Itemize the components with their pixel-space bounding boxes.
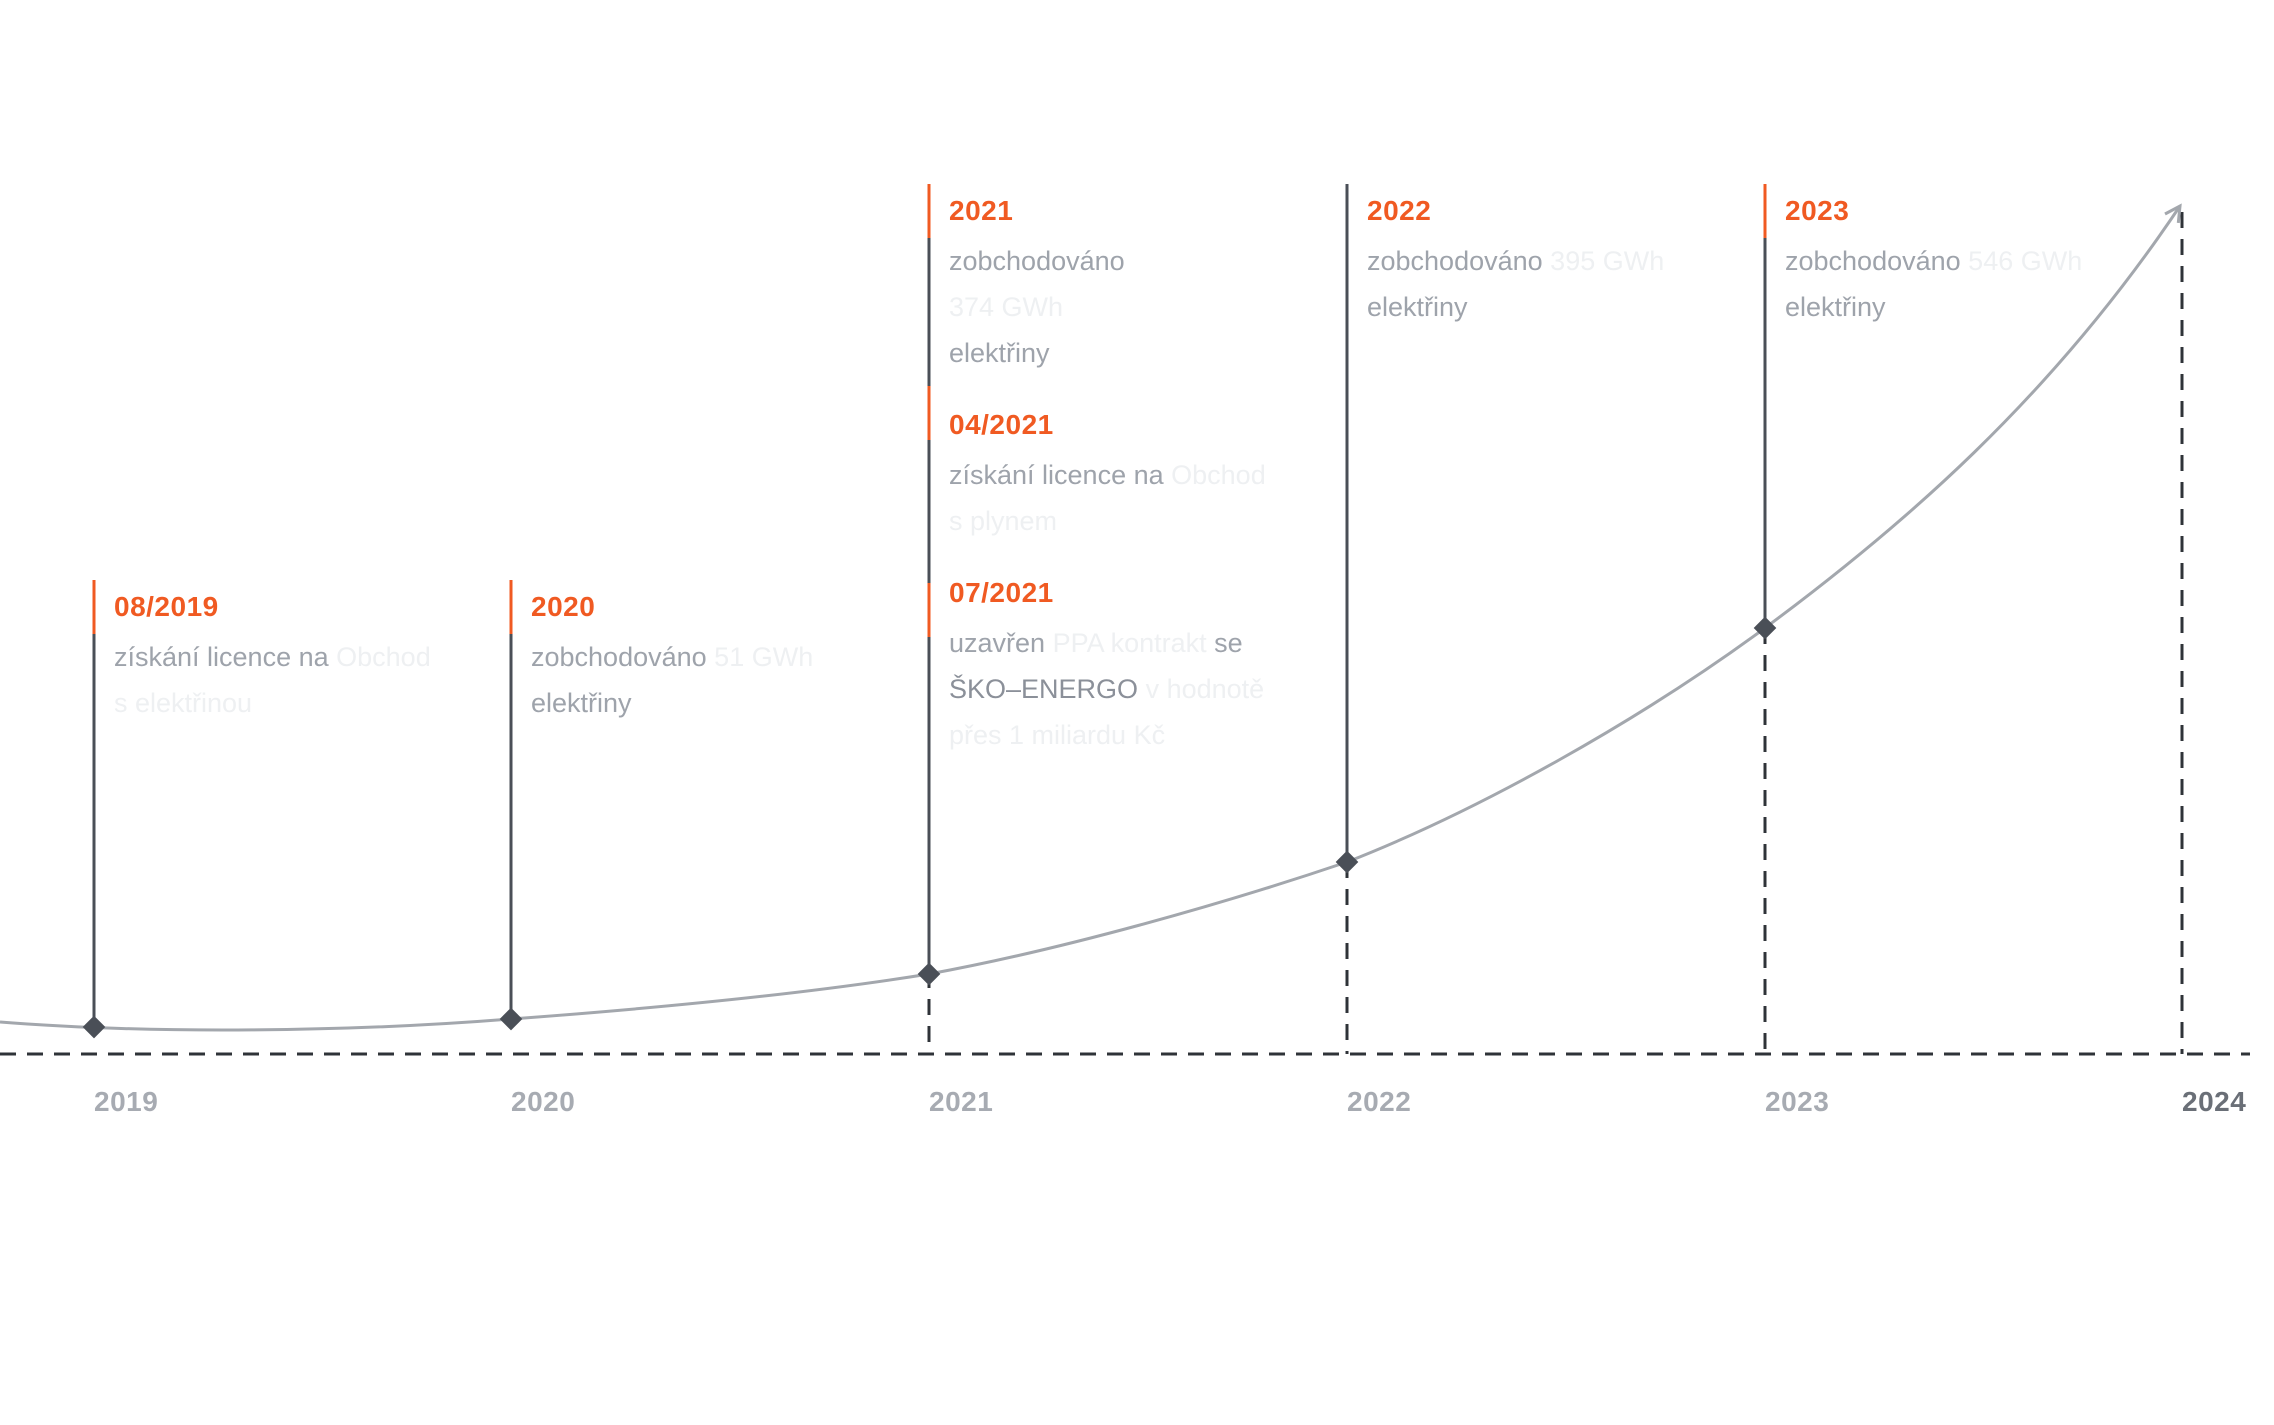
year-label-2019: 2019 (94, 1086, 159, 1117)
year-label-2023: 2023 (1765, 1086, 1830, 1117)
event-description: získání licence na Obchod s plynem (949, 452, 1279, 544)
event-description: získání licence na Obchod s elektřinou (114, 634, 444, 726)
marker-2020 (499, 1007, 523, 1031)
event-description: zobchodováno 546 GWh elektřiny (1785, 238, 2115, 330)
event-desc-segment: zobchodováno (531, 642, 707, 672)
event-title: 08/2019 (114, 591, 219, 622)
event-desc-segment: Obchod s elektřinou (114, 642, 431, 718)
event-desc-segment: elektřiny (531, 688, 632, 718)
growth-curve (0, 206, 2180, 1032)
event-desc-segment: zobchodováno (1785, 246, 1961, 276)
event-desc-segment: získání licence na (114, 642, 329, 672)
event-desc-segment: elektřiny (1367, 292, 1468, 322)
event-description: zobchodováno 395 GWh elektřiny (1367, 238, 1697, 330)
year-label-2024: 2024 (2182, 1086, 2247, 1117)
event-desc-segment: 395 GWh (1550, 246, 1665, 276)
event-desc-segment: zobchodováno (949, 246, 1125, 276)
event-desc-segment: 546 GWh (1968, 246, 2083, 276)
event-desc-segment: získání licence na (949, 460, 1164, 490)
marker-2021 (917, 962, 941, 986)
marker-2022 (1335, 850, 1359, 874)
event-desc-segment: PPA kontrakt (1052, 628, 1207, 658)
event-description: uzavřen PPA kontrakt se ŠKO–ENERGO v hod… (949, 620, 1289, 758)
event-title: 2021 (949, 195, 1014, 226)
event-title: 2020 (531, 591, 596, 622)
event-title: 2022 (1367, 195, 1432, 226)
event-desc-segment: zobchodováno (1367, 246, 1543, 276)
event-description: zobchodováno 374 GWh elektřiny (949, 238, 1125, 376)
marker-2019 (82, 1015, 106, 1039)
event-desc-segment: elektřiny (949, 338, 1050, 368)
event-description: zobchodováno 51 GWh elektřiny (531, 634, 861, 726)
event-title: 2023 (1785, 195, 1850, 226)
event-desc-segment: uzavřen (949, 628, 1046, 658)
event-desc-segment: ŠKO–ENERGO (949, 674, 1139, 704)
event-desc-segment: Obchod s plynem (949, 460, 1266, 536)
event-desc-segment: 374 GWh (949, 292, 1064, 322)
event-desc-segment: elektřiny (1785, 292, 1886, 322)
event-title: 07/2021 (949, 577, 1054, 608)
event-title: 04/2021 (949, 409, 1054, 440)
year-label-2020: 2020 (511, 1086, 576, 1117)
event-desc-segment: se (1214, 628, 1243, 658)
event-desc-segment: v hodnotě přes 1 miliardu Kč (949, 674, 1265, 750)
year-label-2021: 2021 (929, 1086, 994, 1117)
year-label-2022: 2022 (1347, 1086, 1412, 1117)
event-desc-segment: 51 GWh (714, 642, 814, 672)
marker-2023 (1753, 616, 1777, 640)
